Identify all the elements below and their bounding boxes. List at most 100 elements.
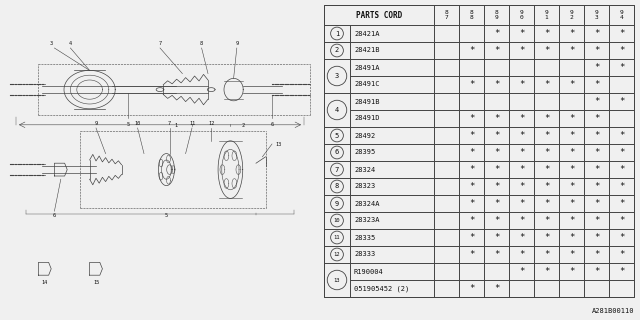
Text: 6: 6 xyxy=(53,213,56,218)
Text: *: * xyxy=(544,148,549,157)
Text: 7: 7 xyxy=(168,121,171,126)
Text: *: * xyxy=(519,267,524,276)
Text: *: * xyxy=(519,199,524,208)
Text: *: * xyxy=(544,131,549,140)
Text: *: * xyxy=(494,80,499,89)
Text: *: * xyxy=(594,148,599,157)
Text: *: * xyxy=(494,114,499,123)
Text: 10: 10 xyxy=(333,218,340,223)
Text: *: * xyxy=(594,97,599,106)
Text: 9
4: 9 4 xyxy=(620,10,623,20)
Text: *: * xyxy=(519,216,524,225)
Text: *: * xyxy=(594,250,599,259)
Text: *: * xyxy=(569,80,574,89)
Text: *: * xyxy=(594,131,599,140)
Text: 11: 11 xyxy=(189,121,195,126)
Text: 5: 5 xyxy=(127,122,129,127)
Text: *: * xyxy=(569,250,574,259)
Text: *: * xyxy=(494,182,499,191)
Text: *: * xyxy=(594,80,599,89)
Text: 12: 12 xyxy=(333,252,340,257)
Text: 28324: 28324 xyxy=(354,166,375,172)
Text: *: * xyxy=(544,182,549,191)
Text: 9: 9 xyxy=(335,201,339,206)
Text: 8
7: 8 7 xyxy=(445,10,449,20)
Text: *: * xyxy=(544,267,549,276)
Text: 28323A: 28323A xyxy=(354,218,380,223)
Text: 6: 6 xyxy=(335,149,339,156)
Text: *: * xyxy=(519,131,524,140)
Text: *: * xyxy=(619,267,624,276)
Text: *: * xyxy=(494,46,499,55)
Text: 11: 11 xyxy=(333,235,340,240)
Text: 28492: 28492 xyxy=(354,132,375,139)
Text: *: * xyxy=(569,165,574,174)
Text: *: * xyxy=(594,165,599,174)
Text: *: * xyxy=(544,199,549,208)
Text: *: * xyxy=(594,182,599,191)
Text: *: * xyxy=(494,165,499,174)
Text: *: * xyxy=(494,199,499,208)
Text: *: * xyxy=(544,165,549,174)
Text: 28491D: 28491D xyxy=(354,116,380,122)
Text: *: * xyxy=(469,131,474,140)
Text: *: * xyxy=(619,233,624,242)
Text: *: * xyxy=(619,182,624,191)
Text: *: * xyxy=(469,216,474,225)
Text: *: * xyxy=(519,182,524,191)
Text: 7: 7 xyxy=(159,41,161,46)
Text: *: * xyxy=(569,148,574,157)
Text: *: * xyxy=(494,216,499,225)
Text: *: * xyxy=(519,233,524,242)
Text: *: * xyxy=(569,216,574,225)
Text: *: * xyxy=(494,250,499,259)
Text: 9: 9 xyxy=(95,121,97,126)
Text: *: * xyxy=(619,165,624,174)
Text: 9: 9 xyxy=(236,41,238,46)
Text: 28324A: 28324A xyxy=(354,201,380,206)
Text: 9
2: 9 2 xyxy=(570,10,573,20)
Text: *: * xyxy=(619,131,624,140)
Text: 8
8: 8 8 xyxy=(470,10,474,20)
Text: *: * xyxy=(519,165,524,174)
Text: *: * xyxy=(594,199,599,208)
Text: *: * xyxy=(569,46,574,55)
Text: 15: 15 xyxy=(93,280,99,285)
Text: 12: 12 xyxy=(208,121,214,126)
Text: *: * xyxy=(519,29,524,38)
Text: 13: 13 xyxy=(275,141,282,147)
Text: 8: 8 xyxy=(335,183,339,189)
Text: R190004: R190004 xyxy=(354,268,384,275)
Text: 28421A: 28421A xyxy=(354,30,380,36)
Text: *: * xyxy=(619,29,624,38)
Text: *: * xyxy=(544,250,549,259)
Text: *: * xyxy=(594,114,599,123)
Text: *: * xyxy=(544,29,549,38)
Text: *: * xyxy=(519,114,524,123)
Text: *: * xyxy=(619,216,624,225)
Text: *: * xyxy=(594,233,599,242)
Text: *: * xyxy=(569,29,574,38)
Text: *: * xyxy=(544,80,549,89)
Text: *: * xyxy=(619,97,624,106)
Text: 28333: 28333 xyxy=(354,252,375,258)
Text: *: * xyxy=(469,199,474,208)
Text: 3: 3 xyxy=(50,41,52,46)
Text: *: * xyxy=(569,131,574,140)
Text: *: * xyxy=(619,63,624,72)
Text: *: * xyxy=(619,199,624,208)
Text: 1: 1 xyxy=(175,123,177,128)
Text: *: * xyxy=(469,182,474,191)
Text: 2: 2 xyxy=(335,47,339,53)
Text: *: * xyxy=(494,148,499,157)
Text: 28491B: 28491B xyxy=(354,99,380,105)
Text: *: * xyxy=(544,46,549,55)
Text: 9
1: 9 1 xyxy=(545,10,548,20)
Text: *: * xyxy=(544,216,549,225)
Text: *: * xyxy=(594,29,599,38)
Text: *: * xyxy=(494,29,499,38)
Text: *: * xyxy=(544,233,549,242)
Text: 10: 10 xyxy=(134,121,141,126)
Text: 051905452 (2): 051905452 (2) xyxy=(354,285,409,292)
Text: 13: 13 xyxy=(333,277,340,283)
